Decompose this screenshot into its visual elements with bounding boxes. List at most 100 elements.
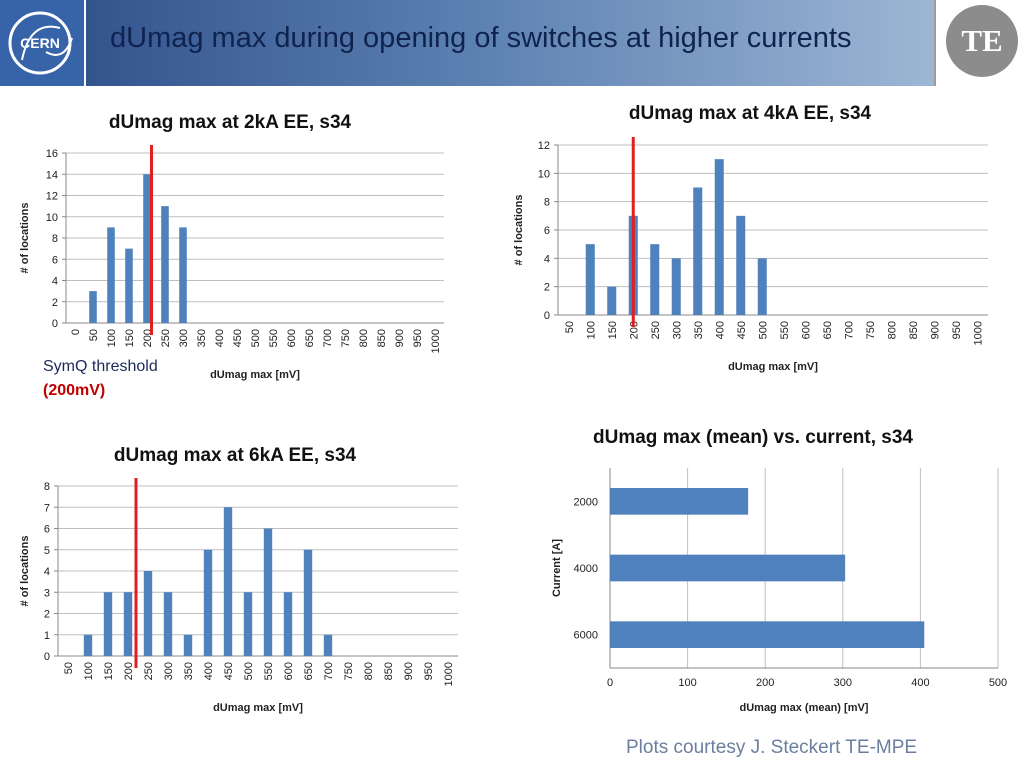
chart2-y-tick: 6 (44, 524, 50, 536)
chart2-bar (103, 592, 113, 656)
chart1-x-tick: 250 (650, 321, 662, 339)
chart2-y-tick: 0 (44, 651, 50, 663)
chart1-x-tick: 950 (951, 321, 963, 339)
chart3-y-tick: 4000 (574, 563, 598, 575)
chart0-y-label: # of locations (19, 203, 31, 274)
chart0-y-tick: 14 (46, 169, 58, 181)
chart1-y-tick: 12 (538, 140, 550, 152)
chart2-y-tick: 3 (44, 587, 50, 599)
cern-logo-mark: CERN (8, 11, 73, 75)
chart3-x-tick: 0 (607, 677, 613, 689)
chart1-x-tick: 750 (865, 321, 877, 339)
chart0-bar (179, 227, 187, 323)
chart2-x-tick: 600 (283, 662, 295, 680)
chart0-x-tick: 700 (322, 329, 334, 347)
chart3-bar (610, 621, 925, 648)
chart2-bar (183, 634, 193, 656)
chart2-bar (223, 507, 233, 656)
chart0-title: dUmag max at 2kA EE, s34 (109, 112, 352, 133)
chart0-x-tick: 0 (70, 329, 82, 335)
chart1-x-tick: 650 (822, 321, 834, 339)
chart1-x-tick: 300 (671, 321, 683, 339)
chart2-x-tick: 700 (323, 662, 335, 680)
title-bar: CERN dUmag max during opening of switche… (0, 0, 1024, 86)
chart3-y-tick: 2000 (574, 496, 598, 508)
chart2-x-tick: 400 (203, 662, 215, 680)
chart2-bar (83, 634, 93, 656)
chart0-y-tick: 0 (52, 318, 58, 330)
chart0-bar (89, 291, 97, 323)
chart1-x-tick: 500 (757, 321, 769, 339)
chart1-x-tick: 50 (564, 321, 576, 333)
chart0-x-tick: 950 (412, 329, 424, 347)
chart0-x-tick: 450 (232, 329, 244, 347)
chart2-x-tick: 450 (223, 662, 235, 680)
chart0-x-tick: 1000 (430, 329, 442, 353)
chart2-y-tick: 5 (44, 545, 50, 557)
chart0-y-tick: 10 (46, 212, 58, 224)
chart1-y-tick: 8 (544, 197, 550, 209)
threshold-value-line: (200mV) (43, 382, 105, 400)
chart2-y-tick: 4 (44, 566, 50, 578)
chart3-bar (610, 488, 749, 515)
chart3-y-tick: 6000 (574, 630, 598, 642)
chart1-y-tick: 0 (544, 310, 550, 322)
chart2-bar (163, 592, 173, 656)
chart1-y-tick: 4 (544, 253, 550, 265)
cern-logo-text: CERN (20, 35, 60, 51)
chart2-x-tick: 850 (383, 662, 395, 680)
chart0-bar (107, 227, 115, 323)
chart0-y-tick: 2 (52, 297, 58, 309)
chart2-x-tick: 350 (183, 662, 195, 680)
chart3-x-tick: 100 (678, 677, 696, 689)
chart2-bar (143, 571, 153, 656)
threshold-value-open: ( (43, 382, 49, 399)
chart2-x-tick: 550 (263, 662, 275, 680)
chart1-x-tick: 900 (929, 321, 941, 339)
chart0-x-tick: 850 (376, 329, 388, 347)
chart1-x-tick: 450 (736, 321, 748, 339)
chart0-x-tick: 50 (88, 329, 100, 341)
chart1-y-tick: 10 (538, 168, 550, 180)
chart2-bar (283, 592, 293, 656)
chart1-x-tick: 850 (908, 321, 920, 339)
chart-mean-vs-current: dUmag max (mean) vs. current, s34 0 100 200… (551, 427, 1007, 714)
chart2-y-tick: 1 (44, 630, 50, 642)
te-badge-label: TE (946, 5, 1018, 77)
chart0-x-tick: 900 (394, 329, 406, 347)
chart0-x-tick: 500 (250, 329, 262, 347)
chart1-x-label: dUmag max [mV] (728, 361, 818, 373)
chart1-x-tick: 550 (779, 321, 791, 339)
chart2-x-tick: 150 (103, 662, 115, 680)
threshold-value-close: ) (99, 382, 106, 399)
chart2-x-tick: 1000 (443, 662, 455, 686)
chart2-bar (243, 592, 253, 656)
chart1-y-label: # of locations (513, 195, 525, 266)
slide-title: dUmag max during opening of switches at … (110, 22, 852, 54)
chart1-bar (650, 244, 660, 315)
chart2-bar (303, 549, 313, 656)
chart1-bar (693, 187, 703, 315)
chart1-bar (671, 258, 681, 315)
chart2-y-tick: 2 (44, 609, 50, 621)
chart2-x-tick: 750 (343, 662, 355, 680)
chart1-x-tick: 1000 (972, 321, 984, 345)
threshold-note: SymQ threshold (43, 358, 158, 375)
chart0-x-tick: 250 (160, 329, 172, 347)
chart2-y-label: # of locations (19, 536, 31, 607)
chart0-x-tick: 100 (106, 329, 118, 347)
chart0-x-tick: 650 (304, 329, 316, 347)
chart2-y-tick: 7 (44, 502, 50, 514)
chart0-bar (161, 206, 169, 323)
chart2-x-tick: 300 (163, 662, 175, 680)
chart2-bar (323, 634, 333, 656)
chart-2ka: dUmag max at 2kA EE, s34 0 2 4 6 8 10 12 14 16 0 50… (19, 112, 444, 381)
chart1-bar (607, 286, 617, 315)
chart2-x-tick: 800 (363, 662, 375, 680)
chart2-x-tick: 200 (123, 662, 135, 680)
chart3-y-label: Current [A] (551, 539, 563, 597)
chart0-x-tick: 600 (286, 329, 298, 347)
chart2-y-tick: 8 (44, 481, 50, 493)
chart2-x-tick: 250 (143, 662, 155, 680)
chart1-bar (736, 215, 746, 315)
